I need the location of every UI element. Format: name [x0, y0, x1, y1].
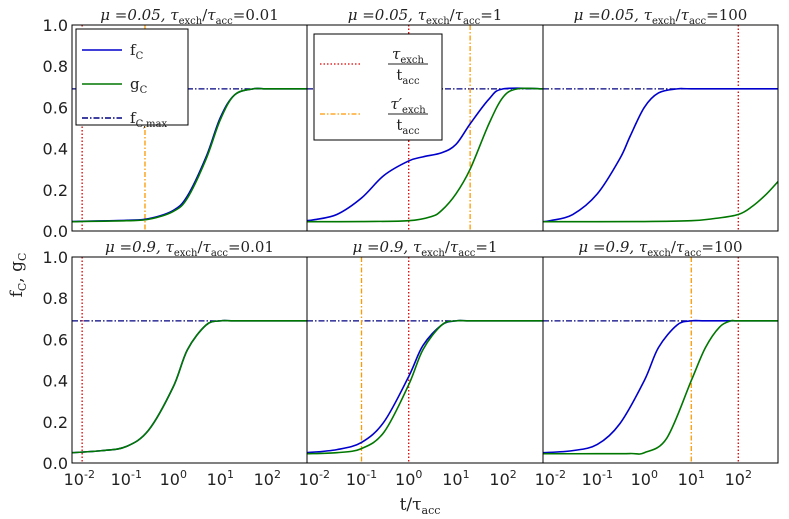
- series-fc-line: [306, 319, 543, 454]
- panel-title: μ =0.9, τexch/τacc=1: [352, 238, 497, 259]
- x-axis-label: t/τacc: [400, 495, 441, 517]
- x-tick-label: 100: [160, 468, 187, 489]
- x-tick-label: 101: [207, 468, 234, 489]
- y-tick-label: 0.8: [43, 57, 68, 76]
- y-tick-label: 0.4: [43, 372, 68, 391]
- panel-frame: [306, 256, 544, 464]
- x-tick-label: 10-2: [64, 468, 95, 489]
- series-gc-line: [71, 87, 307, 223]
- x-tick-label: 102: [725, 468, 752, 489]
- series-gc-line: [71, 319, 307, 454]
- series-gc-line: [306, 87, 544, 223]
- x-tick-label: 102: [489, 468, 516, 489]
- y-tick-label: 0.2: [43, 181, 68, 200]
- panel-title: μ =0.05, τexch/τacc=100: [574, 6, 748, 27]
- series-fc-line: [542, 87, 778, 223]
- panel-title: μ =0.9, τexch/τacc=100: [578, 238, 742, 259]
- y-tick-label: 1.0: [43, 16, 68, 35]
- x-tick-label: 10-2: [299, 468, 330, 489]
- y-tick-label: 1.0: [43, 248, 68, 267]
- panel-4: μ =0.9, τexch/τacc=0.01 0.0 0.2 0.4 0.6 0.8 1.…: [43, 238, 308, 489]
- panel-title: μ =0.05, τexch/τacc=1: [348, 6, 503, 27]
- panel-title: μ =0.05, τexch/τacc=0.01: [100, 6, 278, 27]
- panel-5: μ =0.9, τexch/τacc=1 10-2 10-1 100 101 102: [299, 238, 544, 489]
- panel-frame: [542, 24, 779, 232]
- x-tick-label: 101: [442, 468, 469, 489]
- x-tick-label: 10-1: [582, 468, 613, 489]
- y-tick-label: 0.6: [43, 330, 68, 349]
- series-gc-line: [542, 181, 779, 223]
- y-tick-label: 0.6: [43, 98, 68, 117]
- y-tick-label: 0.2: [43, 413, 68, 432]
- panel-title: μ =0.9, τexch/τacc=0.01: [105, 238, 274, 259]
- y-tick-label: 0.0: [43, 454, 68, 473]
- panels-layer: μ =0.05, τexch/τacc=0.01 0.0 0.2 0.4 0.6 0.8 1…: [43, 6, 779, 489]
- x-tick-label: 100: [395, 468, 422, 489]
- x-tick-label: 102: [254, 468, 281, 489]
- y-axis-label: fC, gC: [7, 253, 29, 298]
- x-tick-label: 101: [678, 468, 705, 489]
- x-tick-label: 10-1: [346, 468, 377, 489]
- x-tick-label: 10-2: [535, 468, 566, 489]
- legend-numerator-2: τ′exch: [390, 95, 426, 116]
- panel-frame: [71, 256, 308, 464]
- panel-3: μ =0.05, τexch/τacc=100: [542, 6, 779, 232]
- panel-frame: [542, 256, 779, 464]
- y-tick-label: 0.4: [43, 140, 68, 159]
- series-fc-line: [306, 87, 544, 222]
- y-tick-label: 0.8: [43, 289, 68, 308]
- legend-box: [313, 33, 443, 141]
- x-tick-label: 10-1: [111, 468, 142, 489]
- series-gc-line: [542, 319, 778, 455]
- x-tick-label: 100: [631, 468, 658, 489]
- legend-box: [75, 28, 189, 126]
- series-fc-line: [542, 319, 778, 454]
- y-tick-label: 0.0: [43, 222, 68, 241]
- legend-numerator-1: τexch: [392, 45, 424, 66]
- series-fc-line: [71, 319, 307, 454]
- series-gc-line: [306, 319, 543, 455]
- panel-6: μ =0.9, τexch/τacc=100 10-2 10-1 100 101 102: [535, 238, 779, 489]
